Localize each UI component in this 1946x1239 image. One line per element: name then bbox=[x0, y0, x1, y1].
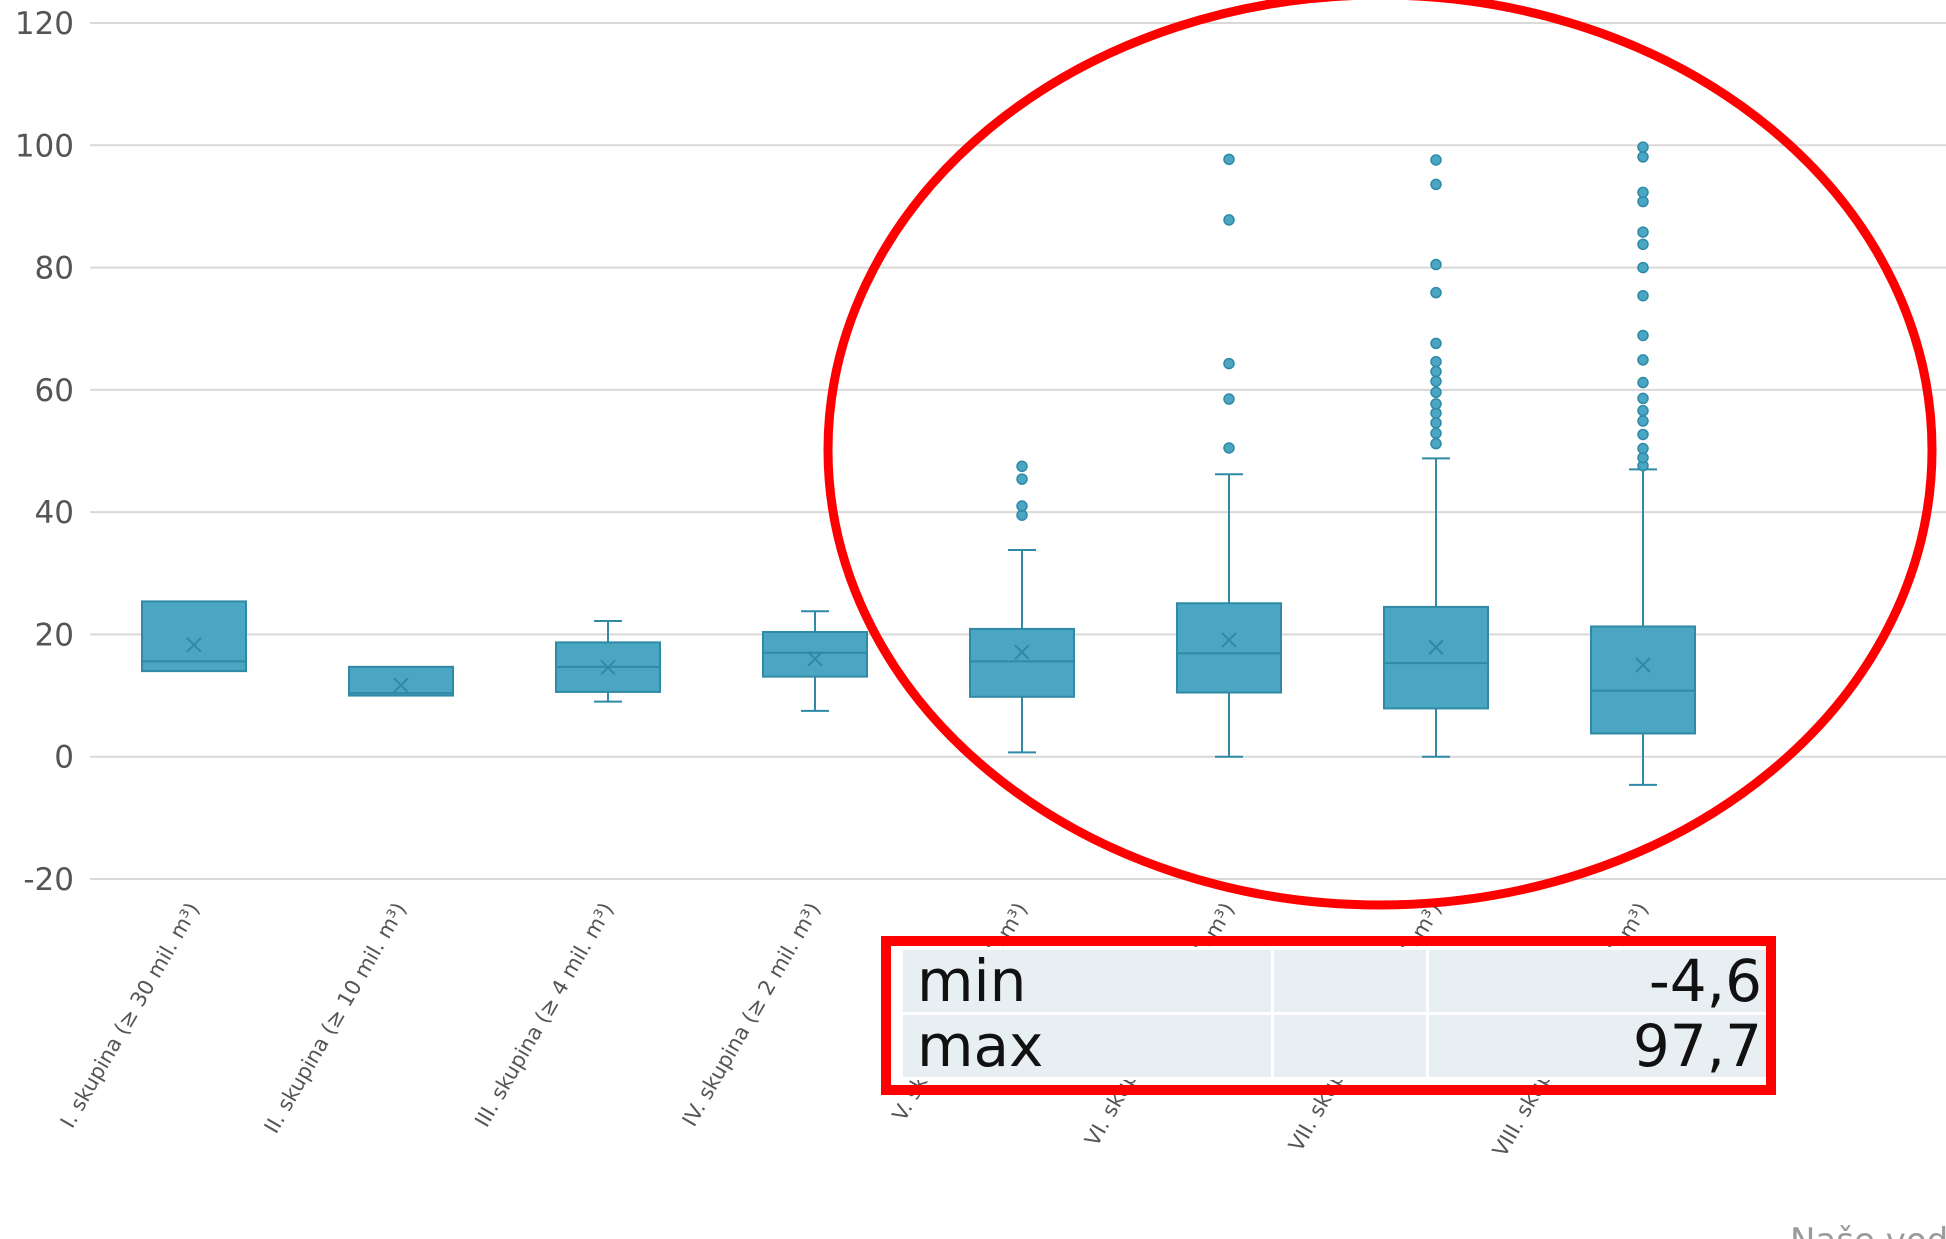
y-tick-label: -20 bbox=[23, 862, 74, 898]
stats-table: min -4,6 max 97,7 bbox=[900, 947, 1779, 1080]
stats-empty-cell bbox=[1271, 947, 1429, 1015]
outlier-point bbox=[1016, 500, 1028, 512]
footer-text: Naše vod bbox=[1790, 1221, 1946, 1239]
box-body bbox=[969, 627, 1075, 698]
outlier-point bbox=[1637, 226, 1649, 238]
highlight-ellipse bbox=[823, 0, 1937, 910]
outlier-point bbox=[1223, 357, 1235, 370]
mean-marker bbox=[1428, 639, 1444, 655]
x-tick-label: III. skupina (≥ 4 mil. m³) bbox=[470, 899, 618, 1132]
box-body bbox=[1590, 625, 1696, 735]
x-tick-label: I. skupina (≥ 30 mil. m³) bbox=[56, 899, 205, 1132]
y-tick-label: 80 bbox=[35, 251, 74, 287]
mean-marker bbox=[186, 637, 202, 653]
grid-lines bbox=[90, 22, 1946, 880]
box-body bbox=[762, 630, 868, 678]
mean-marker bbox=[1221, 632, 1237, 648]
outlier-point bbox=[1637, 141, 1649, 153]
box-body bbox=[141, 600, 247, 673]
y-tick-label: 20 bbox=[35, 617, 74, 653]
outlier-point bbox=[1430, 154, 1442, 166]
box-6 bbox=[1176, 153, 1282, 758]
stats-label-min: min bbox=[900, 947, 1274, 1015]
outlier-point bbox=[1430, 437, 1442, 450]
outlier-point bbox=[1637, 186, 1649, 199]
outlier-point bbox=[1430, 375, 1442, 388]
stats-empty-cell bbox=[1271, 1012, 1429, 1080]
outlier-point bbox=[1016, 473, 1028, 485]
outlier-point bbox=[1637, 261, 1649, 274]
outlier-point bbox=[1223, 214, 1235, 226]
box-5 bbox=[969, 460, 1075, 754]
y-tick-label: 120 bbox=[15, 6, 74, 42]
outlier-point bbox=[1637, 238, 1649, 251]
mean-marker bbox=[807, 651, 823, 667]
outlier-point bbox=[1637, 404, 1649, 417]
outlier-point bbox=[1637, 376, 1649, 389]
outlier-point bbox=[1016, 460, 1028, 473]
outlier-point bbox=[1223, 153, 1235, 166]
box-body bbox=[348, 665, 454, 697]
box-body bbox=[1383, 605, 1489, 710]
outlier-point bbox=[1637, 289, 1649, 302]
x-tick-label: IV. skupina (≥ 2 mil. m³) bbox=[678, 899, 826, 1131]
outlier-point bbox=[1430, 398, 1442, 410]
box-3 bbox=[555, 619, 661, 703]
outlier-point bbox=[1637, 354, 1649, 366]
box-2 bbox=[348, 665, 454, 697]
y-tick-label: 60 bbox=[35, 373, 74, 409]
stats-row-max: max 97,7 bbox=[900, 1012, 1779, 1080]
outlier-point bbox=[1430, 286, 1442, 299]
y-axis-tick-labels: -20 0 20 40 60 80 100 120 bbox=[15, 6, 74, 898]
stats-value-max: 97,7 bbox=[1426, 1012, 1779, 1080]
box-series bbox=[141, 141, 1696, 786]
mean-marker bbox=[393, 677, 409, 693]
outlier-point bbox=[1637, 151, 1649, 163]
box-7 bbox=[1383, 154, 1489, 758]
mean-marker bbox=[1635, 657, 1651, 673]
box-1 bbox=[141, 600, 247, 673]
outlier-point bbox=[1430, 258, 1442, 271]
x-tick-label: II. skupina (≥ 10 mil. m³) bbox=[260, 899, 412, 1138]
outlier-point bbox=[1223, 442, 1235, 454]
y-tick-label: 0 bbox=[54, 740, 74, 776]
stats-label-max: max bbox=[900, 1012, 1274, 1080]
outlier-point bbox=[1637, 329, 1649, 342]
outlier-point bbox=[1430, 365, 1442, 378]
stats-row-min: min -4,6 bbox=[900, 947, 1779, 1015]
box-4 bbox=[762, 610, 868, 712]
stats-value-min: -4,6 bbox=[1426, 947, 1779, 1015]
outlier-point bbox=[1637, 442, 1649, 455]
outlier-point bbox=[1637, 392, 1649, 405]
outlier-point bbox=[1430, 337, 1442, 350]
outlier-point bbox=[1430, 355, 1442, 368]
outlier-point bbox=[1637, 415, 1649, 427]
y-tick-label: 40 bbox=[35, 495, 74, 531]
box-8 bbox=[1590, 141, 1696, 786]
box-body bbox=[1176, 602, 1282, 694]
y-tick-label: 100 bbox=[15, 128, 74, 164]
outlier-point bbox=[1430, 427, 1442, 440]
outlier-point bbox=[1637, 428, 1649, 441]
outlier-point bbox=[1430, 386, 1442, 399]
outlier-point bbox=[1223, 393, 1235, 405]
outlier-point bbox=[1430, 417, 1442, 429]
mean-marker bbox=[1014, 644, 1030, 660]
outlier-point bbox=[1430, 178, 1442, 191]
mean-marker bbox=[600, 659, 616, 676]
